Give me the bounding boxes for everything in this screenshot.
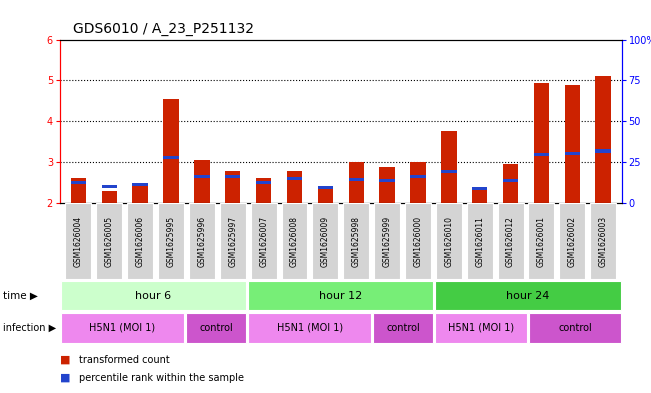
Text: GSM1625999: GSM1625999 [383, 215, 392, 267]
Text: GSM1626005: GSM1626005 [105, 215, 114, 267]
Bar [596, 76, 611, 203]
Bar [348, 162, 364, 203]
Text: control: control [199, 323, 233, 333]
Bar [380, 167, 395, 203]
Bar [436, 313, 527, 343]
Bar [312, 203, 339, 279]
Bar [503, 164, 518, 203]
Text: GSM1626004: GSM1626004 [74, 215, 83, 267]
Text: ■: ■ [60, 373, 70, 383]
Bar [441, 170, 456, 173]
Bar [497, 203, 523, 279]
Bar [318, 186, 333, 189]
Bar [564, 85, 580, 203]
Text: percentile rank within the sample: percentile rank within the sample [79, 373, 244, 383]
Bar [318, 187, 333, 203]
Bar [380, 179, 395, 182]
Text: GSM1625998: GSM1625998 [352, 216, 361, 266]
Bar [410, 175, 426, 178]
Bar [132, 184, 148, 203]
Text: GSM1626011: GSM1626011 [475, 216, 484, 266]
Text: GSM1626009: GSM1626009 [321, 215, 330, 267]
Bar [189, 203, 215, 279]
Bar [225, 175, 240, 178]
Text: time ▶: time ▶ [3, 290, 38, 301]
Text: hour 24: hour 24 [506, 290, 549, 301]
Bar [248, 313, 371, 343]
Bar [132, 183, 148, 186]
Bar [472, 187, 488, 190]
Bar [374, 203, 400, 279]
Bar [186, 313, 246, 343]
Text: H5N1 (MOI 1): H5N1 (MOI 1) [448, 323, 514, 333]
Bar [590, 203, 616, 279]
Bar [467, 203, 493, 279]
Text: infection ▶: infection ▶ [3, 323, 57, 333]
Bar [163, 156, 179, 160]
Text: GSM1626002: GSM1626002 [568, 216, 577, 266]
Bar [248, 281, 434, 310]
Bar [158, 203, 184, 279]
Text: GSM1626007: GSM1626007 [259, 215, 268, 267]
Bar [61, 313, 184, 343]
Bar [194, 175, 210, 178]
Bar [564, 152, 580, 155]
Bar [472, 189, 488, 203]
Bar [436, 203, 462, 279]
Bar [66, 203, 91, 279]
Text: control: control [558, 323, 592, 333]
Text: H5N1 (MOI 1): H5N1 (MOI 1) [89, 323, 156, 333]
Bar [534, 153, 549, 156]
Bar [225, 171, 240, 203]
Bar [343, 203, 369, 279]
Bar [441, 130, 456, 203]
Text: transformed count: transformed count [79, 355, 170, 365]
Bar [256, 178, 271, 203]
Bar [220, 203, 245, 279]
Bar [251, 203, 277, 279]
Text: control: control [386, 323, 420, 333]
Text: GDS6010 / A_23_P251132: GDS6010 / A_23_P251132 [73, 22, 254, 36]
Bar [71, 181, 86, 184]
Bar [405, 203, 431, 279]
Bar [194, 160, 210, 203]
Bar [529, 203, 555, 279]
Bar [287, 177, 302, 180]
Text: GSM1626003: GSM1626003 [599, 215, 607, 267]
Bar [61, 281, 246, 310]
Bar [256, 181, 271, 184]
Text: GSM1626001: GSM1626001 [537, 216, 546, 266]
Text: GSM1625996: GSM1625996 [197, 215, 206, 267]
Bar [96, 203, 122, 279]
Text: hour 12: hour 12 [319, 290, 363, 301]
Bar [559, 203, 585, 279]
Bar [436, 281, 621, 310]
Bar [503, 179, 518, 182]
Bar [534, 83, 549, 203]
Bar [102, 185, 117, 188]
Text: GSM1626006: GSM1626006 [135, 215, 145, 267]
Text: ■: ■ [60, 355, 70, 365]
Text: GSM1626008: GSM1626008 [290, 216, 299, 266]
Bar [596, 149, 611, 152]
Bar [163, 99, 179, 203]
Text: GSM1625997: GSM1625997 [229, 215, 237, 267]
Text: H5N1 (MOI 1): H5N1 (MOI 1) [277, 323, 342, 333]
Text: hour 6: hour 6 [135, 290, 172, 301]
Bar [529, 313, 621, 343]
Text: GSM1626012: GSM1626012 [506, 216, 515, 266]
Bar [102, 191, 117, 203]
Text: GSM1626010: GSM1626010 [445, 216, 453, 266]
Text: GSM1625995: GSM1625995 [167, 215, 176, 267]
Bar [281, 203, 307, 279]
Bar [71, 178, 86, 203]
Bar [410, 162, 426, 203]
Bar [287, 171, 302, 203]
Bar [373, 313, 434, 343]
Bar [348, 178, 364, 181]
Bar [127, 203, 153, 279]
Text: GSM1626000: GSM1626000 [413, 215, 422, 267]
